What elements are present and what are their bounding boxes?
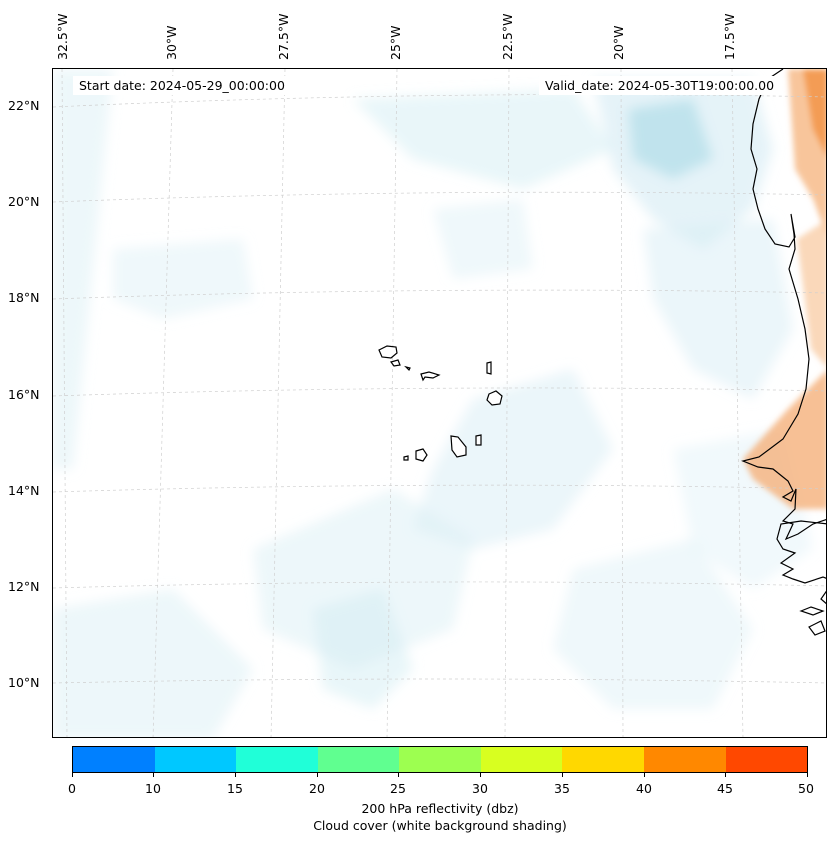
lon-label-32-5w: 32.5°W (55, 13, 70, 60)
island-santa-luzia (404, 365, 411, 372)
island-sao-nicolau (420, 371, 441, 382)
lat-label-22n: 22°N (8, 98, 40, 113)
cloud-patch (113, 239, 253, 319)
meridian-32-5w (61, 69, 68, 737)
colorbar (72, 746, 808, 773)
lat-label-10n: 10°N (8, 675, 40, 690)
colorbar-segment-35-40 (562, 747, 644, 772)
start-date-label: Start date: 2024-05-29_00:00:00 (73, 76, 291, 95)
colorbar-tick-mark (317, 772, 318, 777)
cloud-cover-layer (53, 69, 813, 737)
island-sal (486, 361, 492, 375)
cloud-patch (553, 539, 753, 709)
colorbar-tick-25: 25 (390, 781, 406, 796)
bijagos-islands (799, 606, 826, 636)
colorbar-tick-mark (644, 772, 645, 777)
reflectivity-patch (743, 371, 826, 509)
lon-label-30w: 30°W (164, 25, 179, 60)
colorbar-tick-0: 0 (68, 781, 76, 796)
colorbar-tick-40: 40 (636, 781, 652, 796)
colorbar-segment-15-20 (236, 747, 318, 772)
map-panel (52, 68, 827, 738)
lat-label-14n: 14°N (8, 483, 40, 498)
colorbar-segment-0-10 (73, 747, 155, 772)
colorbar-tick-mark (725, 772, 726, 777)
colorbar-tick-10: 10 (145, 781, 161, 796)
colorbar-tick-45: 45 (717, 781, 733, 796)
lon-label-27-5w: 27.5°W (276, 13, 291, 60)
parallel-14n (53, 484, 826, 493)
cape-verde-islands (378, 345, 503, 462)
reflectivity-layer (743, 69, 826, 509)
colorbar-segment-10-15 (154, 747, 237, 772)
parallel-16n (53, 387, 826, 397)
colorbar-tick-20: 20 (309, 781, 325, 796)
cloud-patch (628, 99, 713, 179)
cloud-patch (413, 369, 613, 549)
colorbar-tick-50: 50 (798, 781, 814, 796)
parallel-20n (53, 191, 826, 203)
colorbar-tick-mark (807, 772, 808, 777)
lon-label-17-5w: 17.5°W (722, 13, 737, 60)
cloud-patch (313, 589, 413, 709)
colorbar-tick-mark (562, 772, 563, 777)
meridian-25w (386, 69, 398, 737)
cloud-patch (53, 589, 253, 737)
map-canvas (53, 69, 826, 737)
colorbar-tick-35: 35 (554, 781, 570, 796)
africa-coastline-south (776, 520, 826, 584)
colorbar-segment-25-30 (399, 747, 481, 772)
cloud-patch (53, 69, 113, 469)
colorbar-label-reflectivity: 200 hPa reflectivity (dbz) (361, 801, 519, 816)
colorbar-tick-15: 15 (227, 781, 243, 796)
lat-label-12n: 12°N (8, 579, 40, 594)
colorbar-segment-45-50 (725, 747, 808, 772)
lon-label-25w: 25°W (388, 25, 403, 60)
cloud-patch (353, 89, 613, 189)
colorbar-segment-30-35 (480, 747, 563, 772)
island-santo-antao (378, 345, 398, 359)
reflectivity-patch (803, 69, 826, 155)
colorbar-label-cloud-cover: Cloud cover (white background shading) (313, 818, 567, 833)
cloud-patch (253, 489, 473, 669)
parallel-10n (53, 678, 826, 684)
parallel-22n (53, 94, 826, 108)
meridian-20w (620, 69, 624, 737)
colorbar-segment-20-25 (317, 747, 400, 772)
island-boa-vista (486, 390, 503, 406)
colorbar-segment-40-45 (643, 747, 726, 772)
cloud-patch (433, 199, 533, 279)
colorbar-tick-mark (153, 772, 154, 777)
valid-date-label: Valid_date: 2024-05-30T19:00:00.00 (539, 76, 781, 95)
island-fogo (415, 448, 428, 462)
colorbar-tick-mark (398, 772, 399, 777)
meridian-30w (152, 69, 174, 737)
graticule (53, 69, 826, 737)
meridian-17-5w (731, 69, 744, 737)
lon-label-20w: 20°W (611, 25, 626, 60)
colorbar-tick-mark (480, 772, 481, 777)
africa-coastline (741, 69, 826, 541)
africa-coastline-guinea (820, 590, 826, 605)
lat-label-20n: 20°N (8, 194, 40, 209)
coastline (741, 69, 826, 636)
parallel-18n (53, 289, 826, 300)
cloud-patch (643, 219, 793, 399)
parallel-12n (53, 581, 826, 589)
lat-label-18n: 18°N (8, 290, 40, 305)
island-brava (403, 455, 409, 461)
colorbar-tick-30: 30 (472, 781, 488, 796)
island-maio (475, 434, 482, 446)
reflectivity-patch (797, 220, 826, 367)
lat-label-16n: 16°N (8, 387, 40, 402)
meridian-27-5w (270, 69, 286, 737)
colorbar-tick-mark (235, 772, 236, 777)
island-sao-vicente (389, 359, 401, 367)
meridian-22-5w (504, 69, 510, 737)
island-santiago (450, 435, 467, 458)
lon-label-22-5w: 22.5°W (500, 13, 515, 60)
colorbar-tick-mark (72, 772, 73, 777)
